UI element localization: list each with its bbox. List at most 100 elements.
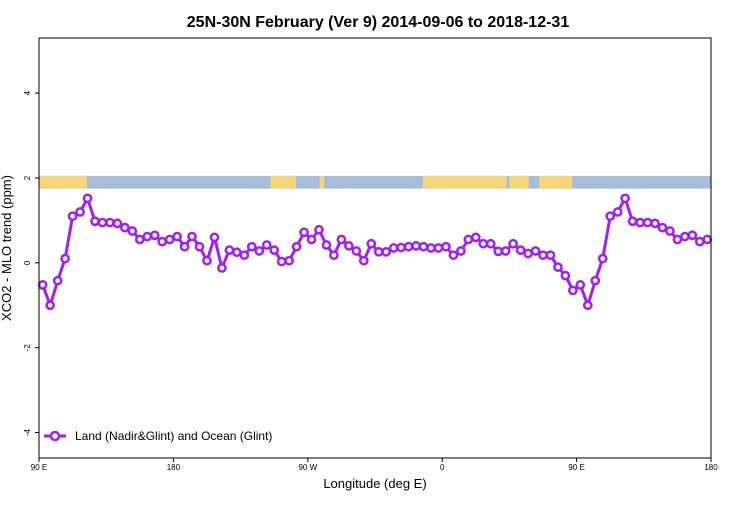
data-point bbox=[157, 236, 168, 247]
data-point bbox=[299, 227, 309, 238]
data-point bbox=[456, 246, 466, 256]
data-point bbox=[530, 246, 541, 256]
data-point bbox=[67, 211, 78, 222]
data-point bbox=[284, 255, 294, 266]
data-point bbox=[568, 285, 578, 296]
ocean-band bbox=[39, 175, 711, 189]
data-point bbox=[321, 240, 332, 250]
y-tick-label: 0 bbox=[23, 260, 32, 265]
data-point bbox=[411, 241, 421, 251]
data-point bbox=[612, 207, 623, 217]
land-band-segment bbox=[270, 175, 296, 189]
data-point bbox=[597, 253, 608, 264]
y-axis-title: XCO2 - MLO trend (ppm) bbox=[0, 175, 14, 321]
x-tick-label: 180 bbox=[704, 463, 718, 472]
data-point bbox=[381, 246, 392, 257]
data-point bbox=[187, 231, 197, 242]
data-point bbox=[82, 193, 93, 204]
data-point bbox=[500, 246, 511, 256]
data-point bbox=[575, 280, 586, 290]
data-point bbox=[127, 226, 138, 236]
data-point bbox=[680, 231, 690, 242]
data-point bbox=[448, 250, 459, 261]
data-point bbox=[418, 241, 429, 252]
data-point bbox=[620, 193, 630, 204]
data-point bbox=[463, 234, 474, 245]
data-point bbox=[553, 262, 563, 272]
land-band-segment bbox=[319, 175, 325, 189]
data-point bbox=[37, 280, 48, 290]
data-point bbox=[545, 250, 556, 261]
data-point bbox=[254, 246, 265, 256]
data-point bbox=[314, 224, 324, 235]
data-point bbox=[508, 238, 518, 249]
data-point bbox=[493, 246, 504, 257]
x-axis: 90 E 180 90 W 0 90 E 180 bbox=[31, 458, 718, 472]
x-tick-label: 90 W bbox=[298, 463, 317, 472]
data-point bbox=[388, 243, 399, 253]
data-point bbox=[142, 231, 153, 242]
data-point bbox=[373, 246, 384, 257]
data-point bbox=[403, 241, 414, 252]
data-point bbox=[172, 231, 182, 242]
data-point bbox=[441, 241, 451, 252]
data-point bbox=[224, 245, 235, 255]
data-point bbox=[90, 216, 100, 227]
data-point bbox=[605, 211, 616, 222]
data-point bbox=[470, 232, 481, 243]
data-point bbox=[396, 242, 406, 253]
data-point bbox=[306, 234, 317, 245]
data-point bbox=[433, 243, 444, 253]
data-point bbox=[239, 250, 250, 261]
data-point bbox=[485, 238, 496, 249]
data-point bbox=[687, 230, 698, 241]
data-point bbox=[217, 263, 227, 273]
data-point bbox=[232, 247, 242, 258]
data-point bbox=[179, 241, 190, 252]
data-point bbox=[478, 238, 489, 249]
data-point bbox=[560, 270, 571, 281]
x-tick-label: 90 E bbox=[568, 463, 584, 472]
y-axis: -4 -2 0 2 4 bbox=[23, 90, 39, 436]
x-tick-label: 0 bbox=[440, 463, 445, 472]
data-point bbox=[105, 217, 115, 228]
data-point bbox=[538, 250, 548, 261]
land-band-segment bbox=[509, 175, 529, 189]
data-point bbox=[45, 300, 56, 311]
land-band-segment bbox=[422, 175, 507, 189]
data-point bbox=[627, 216, 638, 227]
y-tick-label: -2 bbox=[23, 344, 32, 352]
data-point bbox=[164, 234, 175, 245]
data-point bbox=[366, 238, 377, 249]
y-tick-label: -4 bbox=[23, 428, 32, 436]
data-point bbox=[650, 218, 660, 229]
data-point bbox=[149, 230, 160, 241]
data-point bbox=[52, 275, 63, 286]
data-point bbox=[642, 217, 653, 228]
plot-frame bbox=[38, 37, 712, 459]
x-tick-label: 90 E bbox=[31, 463, 47, 472]
x-axis-title: Longitude (deg E) bbox=[323, 476, 426, 491]
data-point bbox=[426, 243, 436, 253]
data-point bbox=[344, 241, 354, 251]
data-point bbox=[291, 241, 302, 252]
data-point bbox=[246, 241, 257, 252]
legend: Land (Nadir&Glint) and Ocean (Glint) bbox=[44, 429, 272, 443]
land-ocean-band bbox=[39, 175, 711, 189]
data-point bbox=[515, 245, 526, 255]
data-point bbox=[351, 246, 362, 256]
data-point bbox=[657, 222, 668, 233]
data-point bbox=[590, 275, 601, 286]
data-point bbox=[134, 234, 145, 245]
data-point bbox=[261, 240, 272, 250]
data-point bbox=[672, 234, 683, 245]
data-point bbox=[582, 300, 593, 311]
x-tick-label: 180 bbox=[167, 463, 181, 472]
data-point bbox=[635, 217, 645, 228]
chart-title: 25N-30N February (Ver 9) 2014-09-06 to 2… bbox=[187, 14, 570, 31]
data-point bbox=[665, 226, 675, 236]
data-point bbox=[97, 217, 108, 228]
legend-marker-swatch bbox=[49, 430, 61, 442]
data-point bbox=[209, 232, 220, 243]
